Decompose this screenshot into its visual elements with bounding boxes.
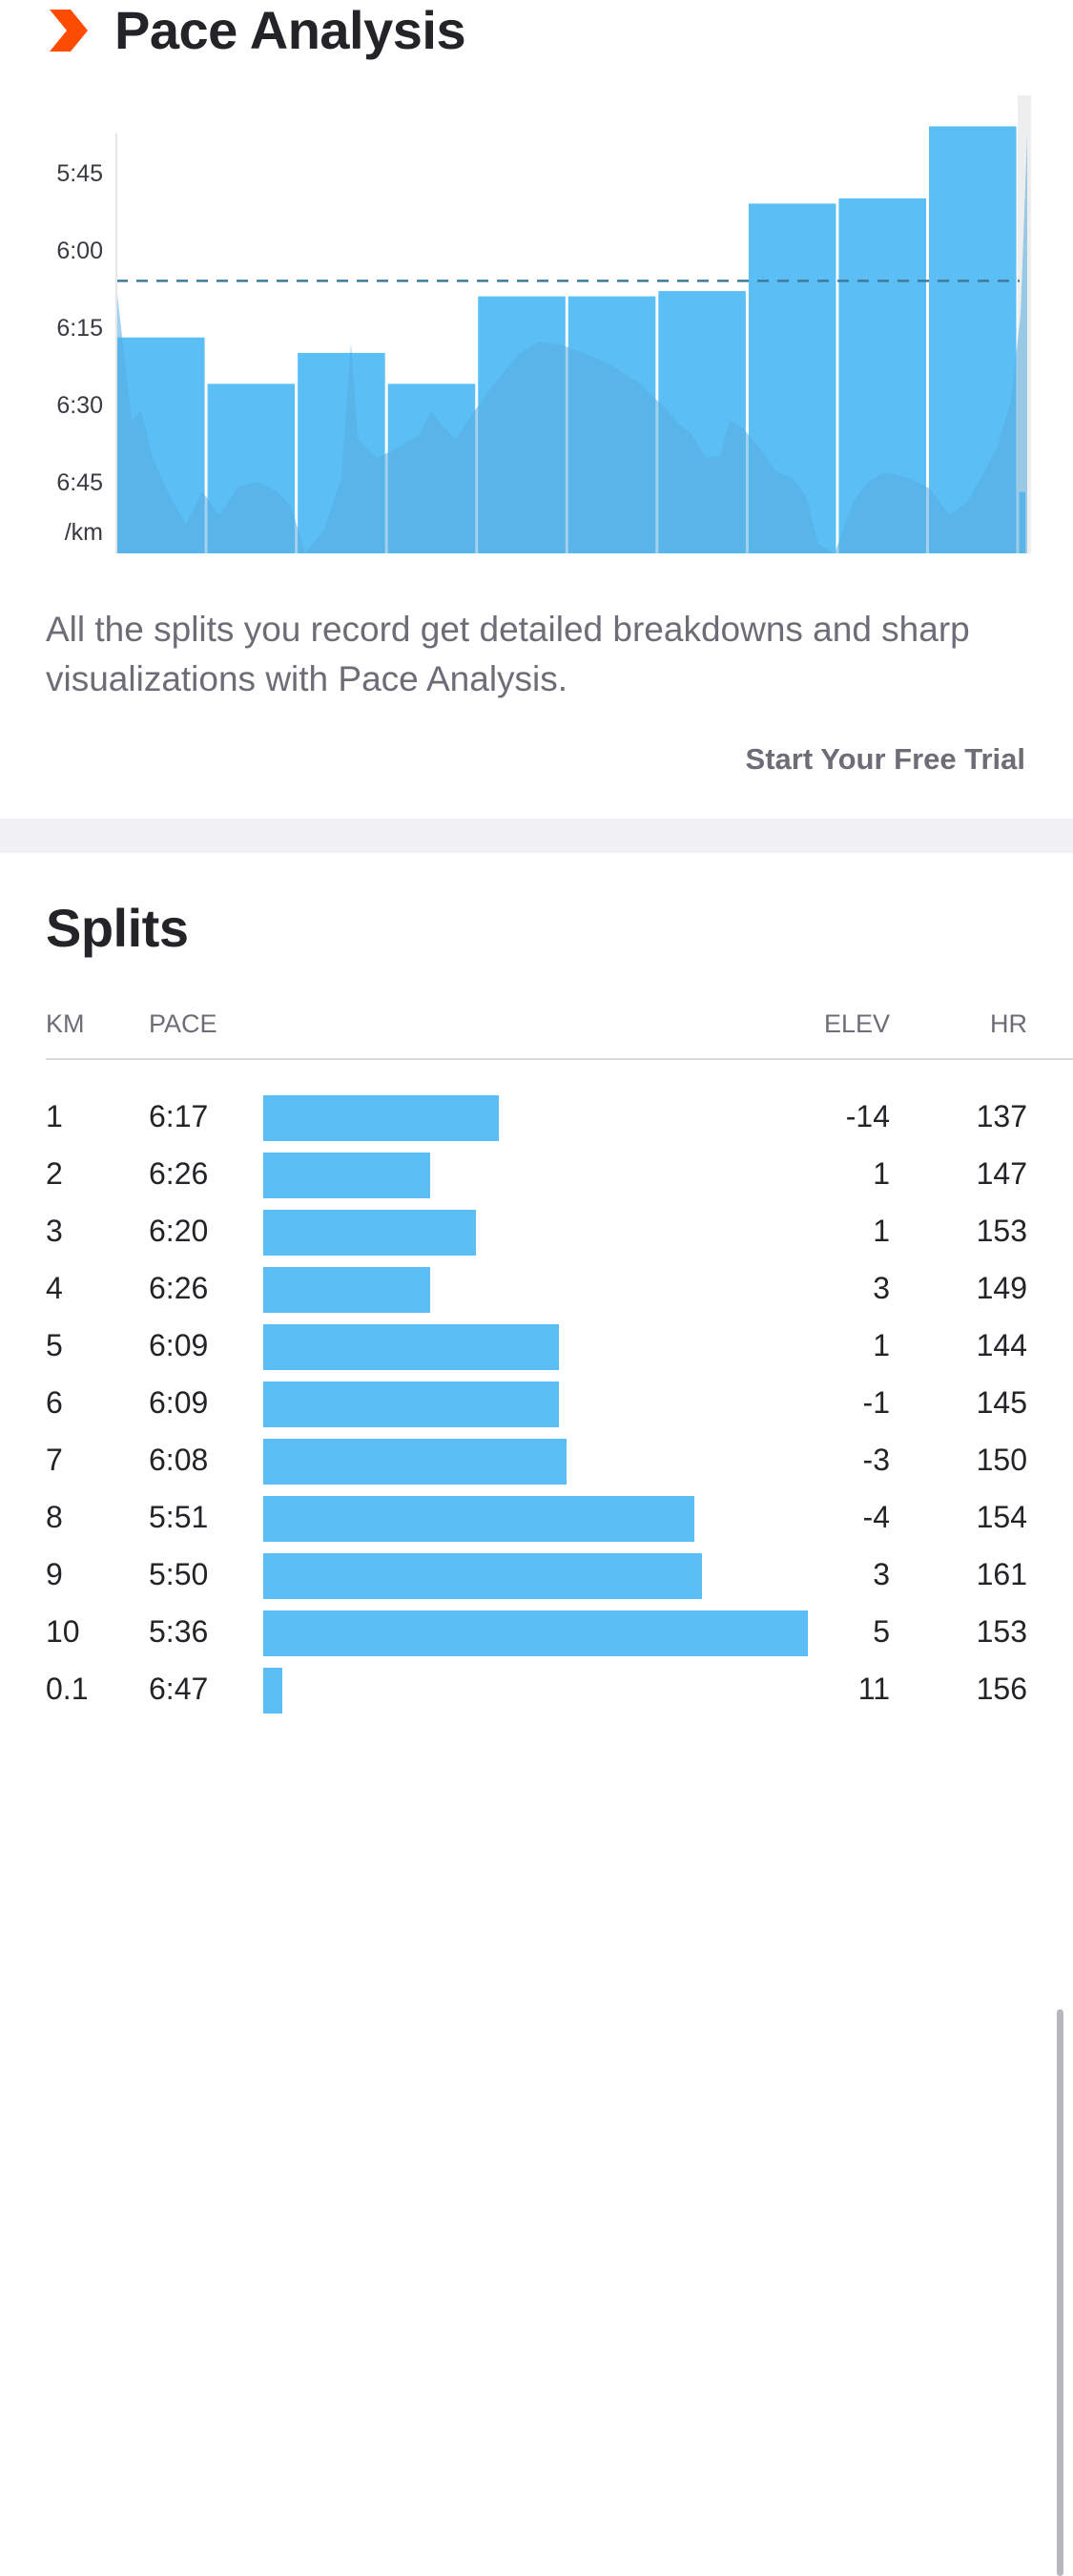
start-free-trial-button[interactable]: Start Your Free Trial: [745, 742, 1025, 776]
pace-analysis-header: Pace Analysis: [50, 0, 466, 61]
column-header-elev: ELEV: [823, 1009, 890, 1038]
table-row: 6 6:09 -1 145: [0, 1374, 1073, 1431]
y-unit-label: /km: [65, 519, 103, 546]
table-row: 8 5:51 -4 154: [0, 1488, 1073, 1546]
split-hr: 137: [976, 1099, 1027, 1133]
split-pace-bar: [263, 1610, 808, 1656]
split-km: 0.1: [46, 1672, 89, 1706]
y-tick-label: 6:30: [56, 392, 103, 419]
split-pace-bar: [263, 1324, 559, 1370]
split-pace: 5:50: [149, 1557, 209, 1591]
split-pace: 6:08: [149, 1443, 209, 1477]
table-row: 4 6:26 3 149: [0, 1259, 1073, 1317]
split-km: 8: [46, 1500, 63, 1534]
feature-description: All the splits you record get detailed b…: [46, 610, 970, 698]
split-hr: 156: [976, 1672, 1027, 1706]
y-tick-label: 6:15: [56, 315, 103, 342]
split-pace: 6:09: [149, 1385, 209, 1420]
split-pace: 5:36: [149, 1614, 209, 1649]
split-pace: 6:09: [149, 1328, 209, 1362]
column-header-pace: PACE: [149, 1009, 217, 1038]
split-pace-bar: [263, 1496, 695, 1542]
split-elev: 5: [873, 1614, 890, 1649]
column-header-hr: HR: [990, 1009, 1027, 1038]
split-elev: 3: [873, 1271, 890, 1305]
split-elev: 1: [873, 1328, 890, 1362]
split-km: 6: [46, 1385, 63, 1420]
split-pace: 6:17: [149, 1099, 209, 1133]
pace-chart-svg: 5:45 6:00 6:15 6:30 6:45/km: [56, 95, 1031, 553]
split-elev: -14: [845, 1099, 890, 1133]
split-elev: 1: [873, 1156, 890, 1191]
split-pace: 5:51: [149, 1500, 209, 1534]
elevation-profile: [116, 134, 1027, 553]
column-header-km: KM: [46, 1009, 85, 1038]
y-tick-label: 6:00: [56, 238, 103, 264]
split-hr: 150: [976, 1443, 1027, 1477]
y-tick-label: 5:45: [56, 160, 103, 187]
split-hr: 145: [976, 1385, 1027, 1420]
split-pace-bar: [263, 1381, 559, 1427]
chevron-right-icon: [50, 10, 88, 52]
split-km: 7: [46, 1443, 63, 1477]
split-pace-bar: [263, 1210, 476, 1256]
split-elev: -4: [862, 1500, 890, 1534]
split-km: 10: [46, 1614, 80, 1649]
page-title: Pace Analysis: [114, 0, 466, 60]
split-km: 1: [46, 1099, 63, 1133]
splits-table-body: 1 6:17 -14 137 2 6:26 1 147 3 6:20 1 153…: [0, 1088, 1073, 1717]
split-elev: 3: [873, 1557, 890, 1591]
split-pace-bar: [263, 1668, 282, 1714]
split-pace: 6:26: [149, 1156, 209, 1191]
split-hr: 147: [976, 1156, 1027, 1191]
header-divider: [46, 1058, 1073, 1060]
split-km: 9: [46, 1557, 63, 1591]
split-elev: 11: [857, 1672, 890, 1706]
vertical-scrollbar[interactable]: [1057, 2009, 1063, 2576]
split-pace-bar: [263, 1553, 703, 1599]
table-row: 3 6:20 1 153: [0, 1202, 1073, 1259]
table-row: 1 6:17 -14 137: [0, 1088, 1073, 1145]
y-tick-label: 6:45: [56, 469, 103, 496]
splits-section: Splits KM PACE ELEV HR 1 6:17 -14 137 2 …: [0, 853, 1073, 2576]
table-row: 7 6:08 -3 150: [0, 1431, 1073, 1488]
split-km: 4: [46, 1271, 63, 1305]
split-hr: 144: [976, 1328, 1027, 1362]
split-elev: -1: [862, 1385, 890, 1420]
split-elev: -3: [862, 1443, 890, 1477]
table-row: 2 6:26 1 147: [0, 1145, 1073, 1202]
split-km: 5: [46, 1328, 63, 1362]
split-hr: 161: [976, 1557, 1027, 1591]
split-pace-bar: [263, 1267, 431, 1313]
split-pace-bar: [263, 1439, 567, 1485]
section-divider: [0, 819, 1073, 853]
table-row: 9 5:50 3 161: [0, 1546, 1073, 1603]
split-hr: 153: [976, 1614, 1027, 1649]
split-pace-bar: [263, 1153, 431, 1198]
split-km: 3: [46, 1214, 63, 1248]
table-row: 10 5:36 5 153: [0, 1603, 1073, 1660]
split-km: 2: [46, 1156, 63, 1191]
split-pace: 6:47: [149, 1672, 209, 1706]
table-row: 5 6:09 1 144: [0, 1317, 1073, 1374]
split-pace: 6:26: [149, 1271, 209, 1305]
table-row: 0.1 6:47 11 156: [0, 1660, 1073, 1717]
split-hr: 154: [976, 1500, 1027, 1534]
pace-chart: 5:45 6:00 6:15 6:30 6:45/km: [0, 95, 1073, 572]
split-hr: 149: [976, 1271, 1027, 1305]
split-pace-bar: [263, 1095, 499, 1141]
split-pace: 6:20: [149, 1214, 209, 1248]
splits-title: Splits: [46, 898, 189, 958]
split-hr: 153: [976, 1214, 1027, 1248]
split-elev: 1: [873, 1214, 890, 1248]
pace-analysis-section: Pace Analysis 5:45 6:00 6:15 6:30 6:45/km Al…: [0, 0, 1073, 819]
